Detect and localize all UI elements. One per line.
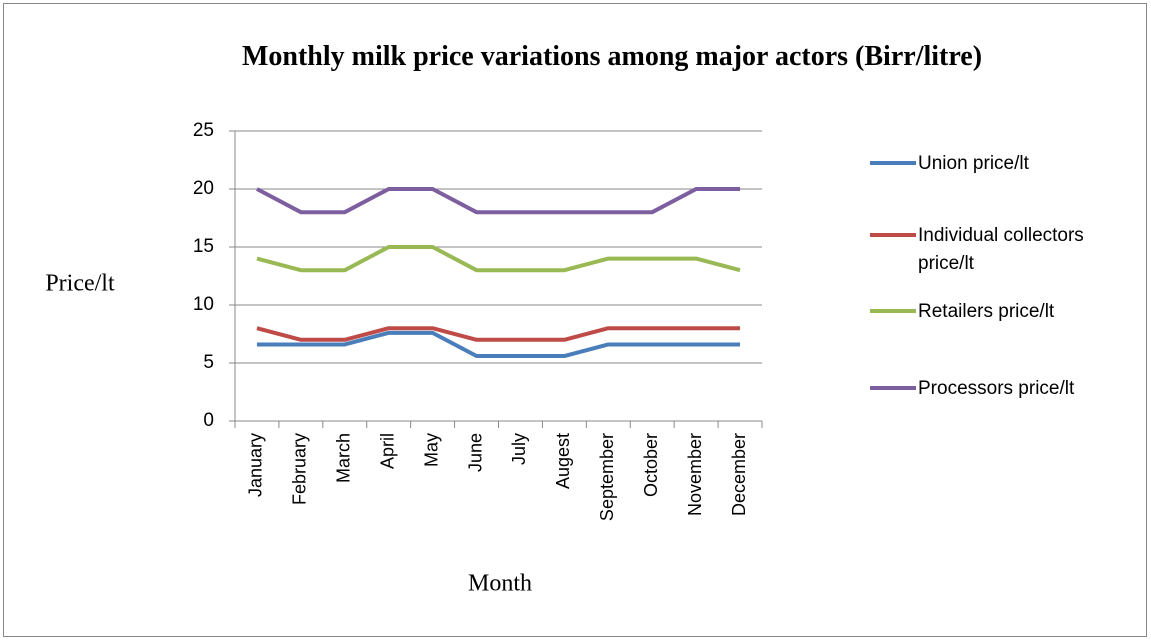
legend-label: Retailers price/lt xyxy=(918,301,1055,322)
series-line xyxy=(256,330,741,359)
y-tick-label: 5 xyxy=(203,352,214,373)
x-tick-label: April xyxy=(377,433,397,469)
y-tick-label: 15 xyxy=(193,236,214,257)
legend-swatch xyxy=(870,386,916,390)
x-tick-label: November xyxy=(685,433,705,516)
legend-label: Union price/lt xyxy=(918,153,1029,174)
y-tick-label: 10 xyxy=(193,294,214,315)
series-line xyxy=(256,187,741,215)
x-tick-label: May xyxy=(421,433,441,467)
x-tick-label: October xyxy=(641,433,661,497)
legend-item: Individual collectors price/lt xyxy=(870,222,1118,278)
series-line xyxy=(256,326,741,342)
y-axis-label: Price/lt xyxy=(45,271,115,297)
x-tick-label: Augest xyxy=(553,433,573,489)
legend-swatch xyxy=(870,309,916,313)
x-tick-label: July xyxy=(509,433,529,465)
legend-item: Processors price/lt xyxy=(870,375,1118,403)
legend-label: Individual collectors price/lt xyxy=(918,225,1084,274)
y-tick-label: 25 xyxy=(193,120,214,141)
legend-item: Union price/lt xyxy=(870,150,1118,178)
x-tick-label: February xyxy=(290,433,310,505)
legend-swatch xyxy=(870,161,916,165)
x-tick-label: June xyxy=(465,433,485,472)
chart-border xyxy=(3,3,1147,637)
legend-item: Retailers price/lt xyxy=(870,298,1118,326)
chart-title: Monthly milk price variations among majo… xyxy=(241,41,983,72)
x-axis-label: Month xyxy=(468,571,532,597)
x-tick-label: September xyxy=(597,433,617,521)
legend-swatch xyxy=(870,233,916,237)
x-tick-label: December xyxy=(729,433,749,516)
x-tick-label: January xyxy=(246,433,266,497)
x-tick-label: March xyxy=(334,433,354,483)
y-tick-label: 20 xyxy=(193,178,214,199)
y-tick-label: 0 xyxy=(203,410,214,431)
legend-label: Processors price/lt xyxy=(918,378,1075,399)
series-line xyxy=(256,245,741,273)
